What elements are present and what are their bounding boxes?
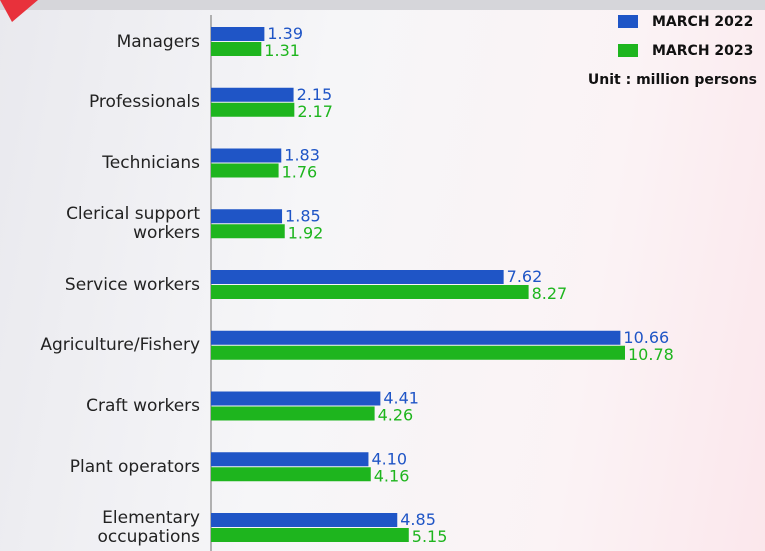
bar (211, 452, 369, 467)
value-label: 4.85 (400, 510, 436, 529)
bar (211, 27, 265, 41)
bar (211, 163, 279, 178)
legend-swatch (618, 15, 638, 28)
unit-note: Unit : million persons (588, 72, 757, 88)
value-label: 2.15 (297, 85, 333, 104)
legend-label: MARCH 2023 (652, 43, 753, 59)
category-label: Elementary occupations (97, 508, 201, 547)
bar (211, 391, 381, 406)
value-label: 1.76 (282, 163, 318, 182)
bar (211, 270, 504, 284)
value-label: 8.27 (532, 284, 568, 303)
category-label: Managers (116, 31, 200, 52)
bar (211, 42, 262, 56)
value-label: 1.92 (288, 223, 324, 242)
value-label: 1.85 (285, 206, 321, 225)
value-label: 1.83 (284, 146, 320, 165)
category-label: Agriculture/Fishery (40, 335, 200, 356)
category-label: Clerical support workers (66, 204, 200, 244)
value-label: 5.15 (412, 527, 448, 546)
value-label: 4.41 (383, 389, 419, 408)
value-label: 7.62 (507, 267, 543, 286)
bar (211, 148, 282, 163)
bar (211, 224, 285, 239)
category-label: Craft workers (86, 396, 200, 416)
category-label: Plant operators (69, 456, 200, 477)
bar (211, 87, 294, 102)
value-label: 2.17 (297, 102, 333, 121)
bar (211, 467, 371, 482)
value-label: 10.66 (623, 328, 669, 347)
value-label: 1.39 (267, 24, 303, 43)
value-label: 10.78 (628, 345, 674, 364)
value-label: 4.10 (371, 449, 407, 468)
bar (211, 406, 375, 421)
bar (211, 345, 625, 360)
value-label: 1.31 (264, 41, 300, 60)
legend-label: MARCH 2022 (652, 14, 753, 30)
bar (211, 285, 529, 299)
category-label: Service workers (64, 274, 200, 295)
category-label: Professionals (88, 92, 200, 113)
bar (211, 528, 409, 542)
corner-decoration (0, 0, 38, 22)
bar (211, 330, 621, 345)
value-label: 4.16 (374, 466, 410, 485)
bar (211, 209, 283, 224)
top-band (0, 0, 765, 10)
value-label: 4.26 (378, 406, 414, 425)
bar (211, 513, 398, 527)
bar (211, 102, 295, 117)
category-label: Technicians (102, 153, 200, 173)
legend-swatch (618, 44, 638, 57)
